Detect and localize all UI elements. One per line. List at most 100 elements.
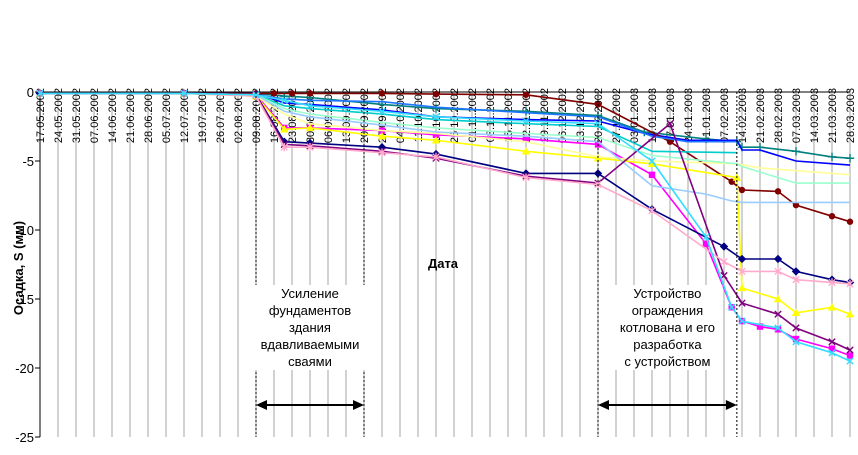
- x-tick-label: 07.02.2003: [719, 88, 731, 143]
- series-point: [306, 90, 314, 97]
- series-point: [521, 107, 531, 116]
- series-point: [827, 303, 837, 311]
- annotation-text-line: котлована и его: [620, 320, 715, 335]
- annotation-text-bg: [255, 285, 365, 302]
- x-tick-label: 26.07.2002: [215, 88, 227, 143]
- series-point: [36, 89, 44, 98]
- y-tick-label: -20: [15, 361, 34, 376]
- x-tick-label: 02.08.2002: [233, 88, 245, 143]
- series-14: [36, 89, 854, 365]
- annotation-text-line: вдавливаемыми: [261, 337, 360, 352]
- series-point: [432, 131, 440, 138]
- series-point: [738, 267, 746, 276]
- x-tick-label: 31.05.2002: [71, 88, 83, 143]
- annotation-1: Усиление фундаментов здания вдавливаемыми св…: [255, 92, 365, 437]
- y-tick-label: -25: [15, 430, 34, 445]
- annotation-arrow-head: [256, 400, 267, 410]
- series-point: [845, 309, 855, 318]
- y-tick-label: -15: [15, 292, 34, 307]
- x-tick-label: 21.03.2003: [827, 88, 839, 143]
- series-point: [702, 233, 710, 241]
- series-point: [280, 125, 289, 133]
- annotation-arrow-head: [598, 400, 609, 410]
- x-tick-label: 28.03.2003: [845, 88, 857, 143]
- x-tick-label: 14.03.2003: [809, 88, 821, 143]
- annotation-text-line: разработка: [633, 337, 702, 352]
- x-tick-label: 22.11.2002: [521, 88, 533, 142]
- x-tick-label: 07.03.2003: [791, 88, 803, 143]
- series-point: [719, 242, 729, 251]
- series-point: [305, 123, 315, 132]
- series-point: [378, 90, 386, 97]
- x-tick-label: 24.01.2003: [683, 88, 695, 143]
- annotation-text-bg: [255, 353, 365, 370]
- x-tick-label: 01.11.2002: [467, 88, 479, 142]
- annotation-text-line: фундаментов: [269, 303, 351, 318]
- series-point: [828, 213, 836, 220]
- series-point: [828, 349, 836, 357]
- x-tick-label: 07.06.2002: [89, 88, 101, 143]
- series-line: [40, 92, 851, 285]
- series-point: [288, 90, 296, 97]
- annotation-text-bg: [612, 302, 723, 319]
- series-13: [36, 89, 854, 289]
- series-point: [728, 303, 736, 311]
- series-line: [40, 92, 850, 204]
- series-point: [648, 206, 656, 215]
- series-point: [377, 131, 387, 140]
- series-point: [648, 171, 656, 178]
- series-point: [280, 96, 288, 104]
- x-tick-label: 08.11.2002: [485, 88, 497, 142]
- series-point: [774, 310, 782, 318]
- x-tick-label: 15.11.2002: [503, 88, 515, 142]
- series-point: [378, 148, 386, 157]
- x-tick-label: 29.11.2002: [539, 88, 551, 142]
- annotation-text-line: ограждения: [632, 303, 703, 318]
- x-tick-label: 21.06.2002: [125, 88, 137, 143]
- series-point: [180, 89, 188, 98]
- series-line: [40, 92, 851, 351]
- x-tick-label: 14.02.2003: [737, 88, 749, 143]
- series-point: [522, 135, 530, 143]
- x-tick-label: 13.09.2002: [341, 88, 353, 143]
- series-point: [846, 218, 854, 225]
- series-point: [666, 138, 674, 145]
- y-tick-label: -10: [15, 223, 34, 238]
- x-tick-label: 17.05.2002: [35, 88, 47, 143]
- x-tick-label: 14.06.2002: [107, 88, 119, 143]
- series-point: [378, 107, 386, 116]
- series-point: [431, 104, 441, 113]
- series-point: [792, 338, 800, 346]
- annotation-text-bg: [255, 319, 365, 336]
- x-tick-label: 21.02.2003: [755, 88, 767, 143]
- series-10: [40, 92, 850, 204]
- annotation-text-bg: [612, 336, 723, 353]
- series-point: [521, 147, 531, 155]
- x-tick-label: 31.01.2003: [701, 88, 713, 143]
- series-point: [791, 267, 801, 276]
- annotation-text-bg: [612, 319, 723, 336]
- series-point: [828, 345, 836, 352]
- series-point: [792, 201, 800, 209]
- series-point: [774, 324, 782, 332]
- x-tick-label: 27.12.2002: [611, 88, 623, 143]
- series-point: [252, 91, 260, 99]
- annotation-text-bg: [612, 353, 723, 370]
- x-tick-label: 10.01.2003: [647, 88, 659, 143]
- series-point: [773, 254, 783, 264]
- annotation-arrow-head: [725, 400, 737, 410]
- annotation-layer: Усиление фундаментов здания вдавливаемыми св…: [255, 92, 738, 437]
- series-point: [666, 120, 674, 128]
- series-point: [738, 299, 746, 307]
- annotation-text-bg: [255, 336, 365, 353]
- series-point: [648, 157, 656, 165]
- series-point: [432, 113, 440, 121]
- x-tick-label: 17.01.2003: [665, 88, 677, 143]
- annotation-text-line: Усиление: [281, 286, 339, 301]
- y-tick-labels: 0 -5 -10 -15 -20 -25: [15, 85, 34, 445]
- series-point: [828, 338, 836, 346]
- series-point: [522, 117, 530, 125]
- series-point: [773, 294, 783, 303]
- series-point: [737, 283, 747, 292]
